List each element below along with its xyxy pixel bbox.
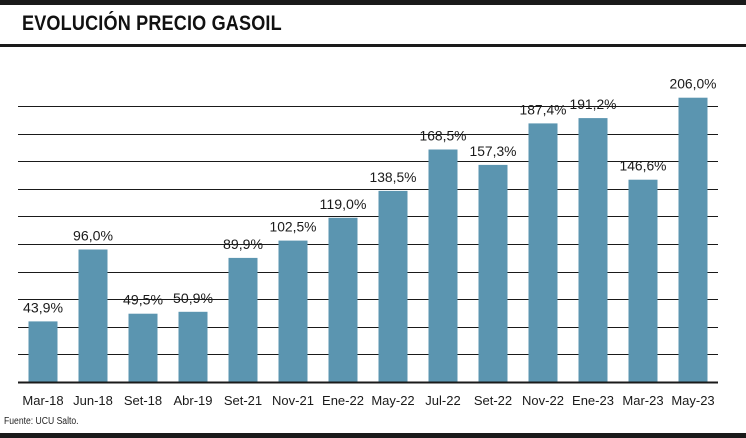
x-tick-label: Ene-23 [572, 393, 614, 408]
x-tick-label: Set-18 [124, 393, 162, 408]
value-label: 187,4% [520, 101, 567, 117]
value-label: 96,0% [73, 228, 113, 244]
x-tick-label: Set-21 [224, 393, 262, 408]
x-tick-label: May-22 [371, 393, 414, 408]
x-tick-label: Jul-22 [425, 393, 460, 408]
bar-nov-21 [278, 240, 308, 382]
bar-set-22 [478, 164, 508, 382]
bar-ene-23 [578, 118, 608, 382]
bar-ene-22 [328, 217, 358, 382]
value-label: 138,5% [370, 169, 417, 185]
x-tick-label: May-23 [671, 393, 714, 408]
bar-set-21 [228, 257, 258, 382]
value-label: 89,9% [223, 236, 263, 252]
x-tick-label: Set-22 [474, 393, 512, 408]
top-border [0, 0, 746, 5]
bar-set-18 [128, 313, 158, 382]
value-label: 168,5% [420, 128, 467, 144]
value-label: 43,9% [23, 299, 63, 315]
chart-title: EVOLUCIÓN PRECIO GASOIL [22, 12, 282, 35]
bar-may-22 [378, 190, 408, 382]
value-label: 191,2% [570, 96, 617, 112]
bar-nov-22 [528, 123, 558, 383]
bottom-border [0, 433, 746, 438]
x-tick-label: Jun-18 [73, 393, 113, 408]
bar-may-23 [678, 97, 708, 382]
x-tick-labels: Mar-18 Jun-18 Set-18 Abr-19 Set-21 Nov-21 Ene-… [22, 393, 714, 408]
bar-mar-23 [628, 179, 658, 382]
value-label: 50,9% [173, 290, 213, 306]
x-tick-label: Abr-19 [173, 393, 212, 408]
x-tick-label: Mar-23 [622, 393, 663, 408]
value-label: 119,0% [320, 196, 367, 212]
source-note: Fuente: UCU Salto. [4, 416, 79, 427]
bars [28, 97, 708, 383]
title-divider [0, 44, 746, 47]
value-label: 102,5% [270, 219, 317, 235]
value-label: 146,6% [620, 158, 667, 174]
value-label: 206,0% [670, 76, 717, 92]
value-labels: 43,9% 96,0% 49,5% 50,9% 89,9% 102,5%119,0%138… [23, 76, 717, 316]
value-label: 49,5% [123, 292, 163, 308]
bar-abr-19 [178, 311, 208, 382]
x-tick-label: Mar-18 [22, 393, 63, 408]
bar-jun-18 [78, 249, 108, 382]
value-label: 157,3% [470, 143, 517, 159]
x-tick-label: Nov-22 [522, 393, 564, 408]
bar-jul-22 [428, 149, 458, 382]
x-tick-label: Nov-21 [272, 393, 314, 408]
x-tick-label: Ene-22 [322, 393, 364, 408]
gridlines [18, 106, 718, 355]
bar-mar-18 [28, 321, 58, 382]
